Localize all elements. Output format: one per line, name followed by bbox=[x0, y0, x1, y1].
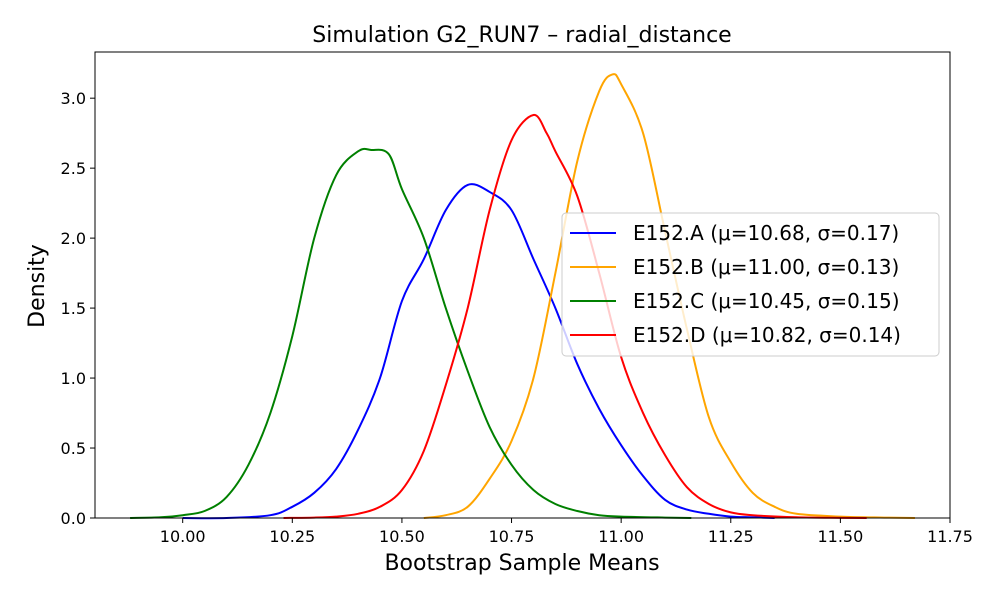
x-tick-label: 11.25 bbox=[708, 527, 754, 546]
y-tick-label: 2.5 bbox=[61, 159, 86, 178]
legend-label-1: E152.A (μ=10.68, σ=0.17) bbox=[633, 221, 899, 245]
y-tick-label: 0.5 bbox=[61, 439, 86, 458]
series-line-3 bbox=[130, 147, 692, 519]
x-tick-label: 10.00 bbox=[160, 527, 206, 546]
series-line-1 bbox=[182, 183, 775, 520]
legend-label-4: E152.D (μ=10.82, σ=0.14) bbox=[633, 323, 901, 347]
x-tick-label: 10.25 bbox=[269, 527, 315, 546]
y-tick-label: 1.5 bbox=[61, 299, 86, 318]
x-tick-label: 10.75 bbox=[489, 527, 535, 546]
x-tick-label: 11.75 bbox=[927, 527, 973, 546]
y-tick-label: 0.0 bbox=[61, 509, 86, 528]
y-tick-label: 3.0 bbox=[61, 89, 86, 108]
x-tick-label: 10.50 bbox=[379, 527, 425, 546]
y-tick-label: 1.0 bbox=[61, 369, 86, 388]
x-tick-label: 11.50 bbox=[817, 527, 863, 546]
legend-label-3: E152.C (μ=10.45, σ=0.15) bbox=[633, 289, 900, 313]
x-tick-label: 11.00 bbox=[598, 527, 644, 546]
axes-frame bbox=[94, 51, 951, 519]
legend-label-2: E152.B (μ=11.00, σ=0.13) bbox=[633, 255, 899, 279]
series-line-4 bbox=[283, 113, 867, 519]
y-tick-label: 2.0 bbox=[61, 229, 86, 248]
x-axis-label: Bootstrap Sample Means bbox=[384, 551, 659, 576]
y-axis-label: Density bbox=[25, 244, 50, 328]
chart-title: Simulation G2_RUN7 – radial_distance bbox=[312, 23, 731, 48]
legend-box bbox=[561, 212, 940, 357]
series-line-2 bbox=[423, 73, 915, 519]
plot-area bbox=[130, 73, 915, 520]
legend: E152.A (μ=10.68, σ=0.17) E152.B (μ=11.00,… bbox=[561, 212, 940, 357]
axes: 10.00 10.25 10.50 10.75 11.00 11.25 11.50 11.75… bbox=[61, 51, 973, 546]
